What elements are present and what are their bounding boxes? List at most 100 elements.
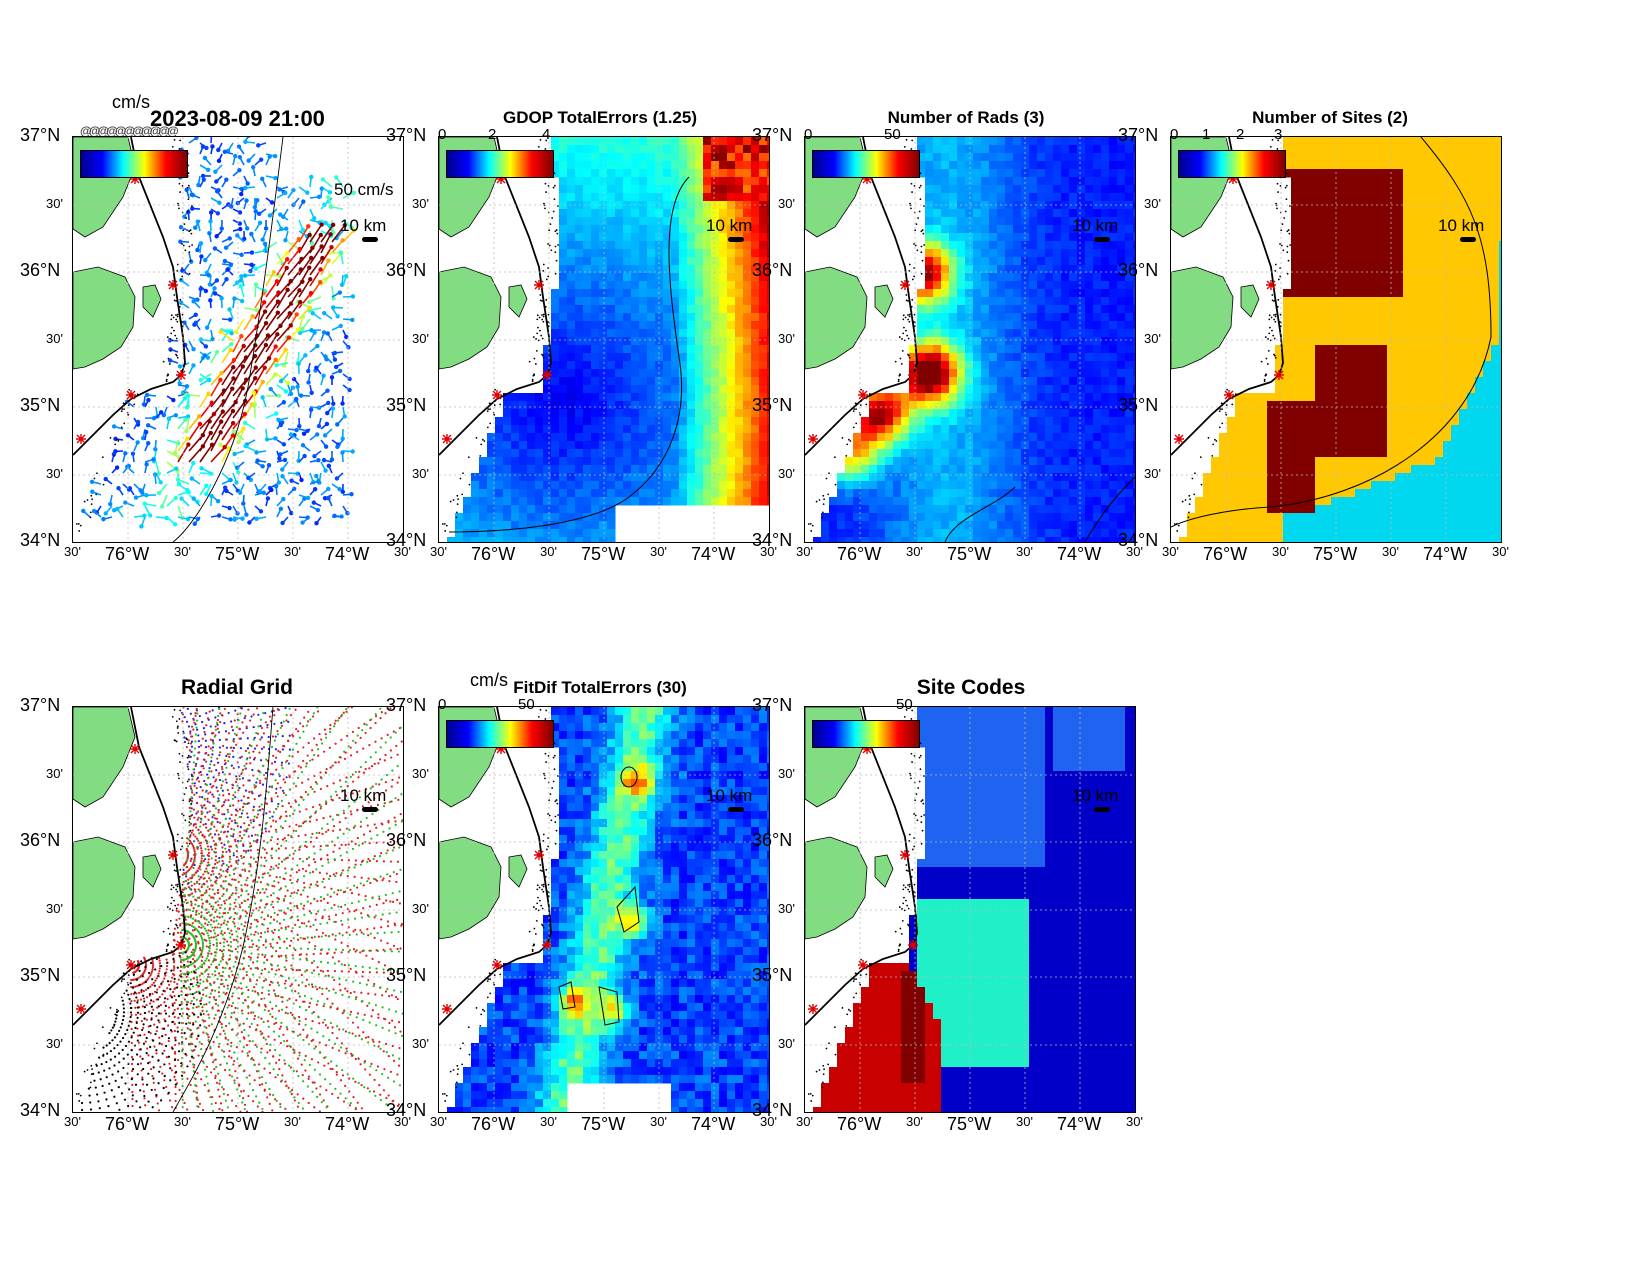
heat-cell [647,289,656,298]
heat-cell [663,241,672,250]
heat-cell [727,217,736,226]
heat-cell [471,473,480,482]
heat-cell [1037,177,1046,186]
heat-cell [1005,505,1014,514]
heat-cell [1133,505,1135,514]
map-panel-gdop [438,136,770,543]
heat-cell [743,489,752,498]
heat-cell [607,401,616,410]
heat-cell [1005,465,1014,474]
current-vector-head [214,179,219,184]
heat-cell [743,417,752,426]
heat-cell [1053,297,1062,306]
heat-cell [1093,225,1102,234]
heat-cell [679,257,688,266]
heat-cell [1053,161,1062,170]
current-vector [287,258,303,276]
heat-cell [1117,353,1126,362]
heat-cell [495,465,504,474]
heat-cell [511,417,520,426]
heat-cell [767,385,769,394]
heat-cell [607,529,616,538]
current-vector-head [263,320,269,326]
coast-speckle [162,360,165,363]
current-vector [199,402,213,419]
heat-cell [1053,457,1062,466]
heat-cell [1053,497,1062,506]
heat-cell [655,145,664,154]
heat-cell [1101,385,1110,394]
coast-speckle [445,524,448,527]
heat-cell [679,145,688,154]
heat-cell [997,537,1006,542]
heat-cell [1053,353,1062,362]
heat-cell [1451,185,1460,194]
current-vector-head [322,433,328,438]
heat-cell [1427,185,1436,194]
current-vector-head [253,376,258,381]
heat-cell [711,489,720,498]
heat-cell [703,481,712,490]
heat-cell [687,169,696,178]
current-vector-head [220,409,226,414]
current-vector-head [251,390,256,395]
heat-cell [901,513,910,522]
current-vector-head [273,411,279,416]
heat-cell [647,169,656,178]
lat-label: 35°N [386,395,427,415]
current-vector-head [144,392,150,398]
coast-speckle [486,410,489,413]
heat-cell [583,241,592,250]
coast-speckle [911,278,914,281]
heat-cell [1013,265,1022,274]
heat-cell [1085,281,1094,290]
heat-cell [543,393,552,402]
heat-cell [981,425,990,434]
heat-cell [965,137,974,146]
heat-cell [735,337,744,346]
heat-cell [989,337,998,346]
coast-speckle [541,300,543,302]
heat-cell [1125,521,1134,530]
heat-cell [941,145,950,154]
heat-cell [1291,145,1300,154]
heat-cell [503,513,512,522]
land-shape [874,284,894,318]
heat-cell [1125,249,1134,258]
heat-cell [679,433,688,442]
heat-cell [965,225,974,234]
heat-cell [559,489,568,498]
heat-cell [1045,505,1054,514]
heat-cell [1475,137,1484,146]
heat-cell [1411,137,1420,146]
coast-speckle [855,402,858,405]
heat-cell [1125,281,1134,290]
heat-cell [687,457,696,466]
heat-cell [1133,209,1135,218]
heat-cell [575,345,584,354]
current-vector-head [309,328,314,333]
heat-cell [583,425,592,434]
heat-cell [743,177,752,186]
current-vector-head [316,457,321,463]
heat-cell [997,297,1006,306]
current-vector-head [309,390,314,395]
heat-cell [1117,449,1126,458]
heat-cell [727,465,736,474]
heat-cell [751,145,760,154]
heat-cell [759,345,768,354]
heat-cell [1045,161,1054,170]
heat-cell [751,473,760,482]
heat-cell [981,233,990,242]
heat-cell [1117,329,1126,338]
current-vector-head [111,424,117,429]
heat-cell [575,273,584,282]
heat-cell [663,497,672,506]
heat-cell [639,273,648,282]
heat-cell [567,329,576,338]
heat-cell [551,489,560,498]
current-vector-head [191,363,196,368]
heat-cell [997,401,1006,410]
heat-cell [885,537,894,542]
heat-cell [743,361,752,370]
